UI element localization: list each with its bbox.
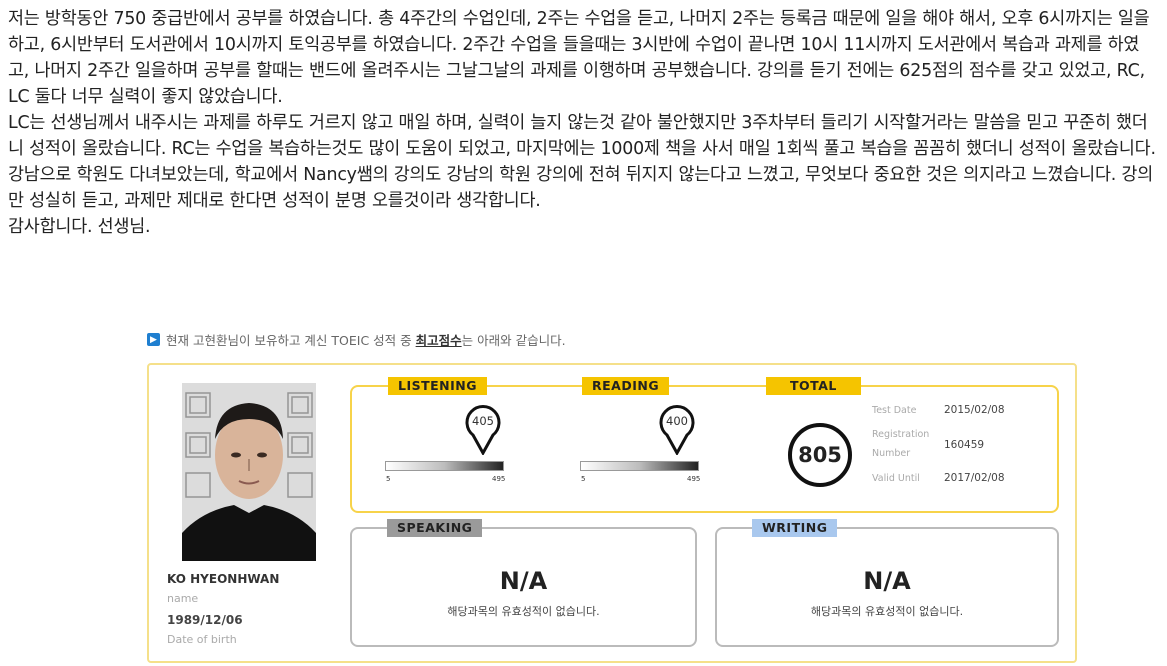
notice-suffix: 는 아래와 같습니다. <box>461 333 566 348</box>
writing-score: N/A <box>863 567 911 595</box>
paragraph: LC는 선생님께서 내주시는 과제를 하루도 거르지 않고 매일 하며, 실력이… <box>8 113 1156 211</box>
total-tag: TOTAL <box>766 377 861 395</box>
score-summary: LISTENING READING TOTAL 405 5 495 400 5 … <box>350 377 1059 513</box>
speaking-message: 해당과목의 유효성적이 없습니다. <box>447 605 600 618</box>
reading-tag: READING <box>582 377 670 395</box>
birth-date: 1989/12/06 <box>167 613 243 627</box>
test-date-label: Test Date <box>872 405 917 416</box>
name-label: name <box>167 592 199 605</box>
speaking-box: SPEAKING N/A 해당과목의 유효성적이 없습니다. <box>350 519 697 647</box>
reading-scale-bar <box>580 461 699 471</box>
writing-message: 해당과목의 유효성적이 없습니다. <box>810 605 964 618</box>
score-notice: ▶ 현재 고현환님이 보유하고 계신 TOEIC 성적 중 최고점수는 아래와 … <box>147 330 566 349</box>
paragraph: 저는 방학동안 750 중급반에서 공부를 하였습니다. 총 4주간의 수업인데… <box>8 9 1150 107</box>
listening-score-marker: 405 <box>463 403 503 457</box>
testimonial-text: 저는 방학동안 750 중급반에서 공부를 하였습니다. 총 4주간의 수업인데… <box>8 6 1160 240</box>
reading-score-marker: 400 <box>657 403 697 457</box>
listening-tag: LISTENING <box>388 377 488 395</box>
scale-max: 495 <box>687 475 701 483</box>
valid-until-label: Valid Until <box>872 473 920 484</box>
speaking-score: N/A <box>499 567 548 595</box>
paragraph: 감사합니다. 선생님. <box>8 217 151 237</box>
registration-number: 160459 <box>944 439 985 451</box>
notice-emphasis: 최고점수 <box>415 333 462 348</box>
toeic-score-card: KO HYEONHWAN name 1989/12/06 Date of bir… <box>147 363 1077 663</box>
listening-scale-bar <box>385 461 504 471</box>
notice-prefix: 현재 고현환님이 보유하고 계신 TOEIC 성적 중 <box>166 333 416 348</box>
speaking-tag: SPEAKING <box>387 519 483 537</box>
scale-max: 495 <box>492 475 506 483</box>
candidate-name: KO HYEONHWAN <box>167 572 280 586</box>
birth-label: Date of birth <box>167 633 237 646</box>
arrow-right-icon: ▶ <box>147 333 160 346</box>
scale-min: 5 <box>581 475 586 483</box>
registration-label-2: Number <box>872 448 911 459</box>
map-pin-icon <box>465 405 501 457</box>
writing-box: WRITING N/A 해당과목의 유효성적이 없습니다. <box>715 519 1059 647</box>
writing-tag: WRITING <box>752 519 838 537</box>
test-date: 2015/02/08 <box>944 404 1005 416</box>
total-score: 805 <box>788 423 852 487</box>
map-pin-icon <box>659 405 695 457</box>
profile-photo <box>182 383 316 561</box>
registration-label: Registration <box>872 429 930 440</box>
reading-score: 400 <box>666 414 688 428</box>
listening-score: 405 <box>472 414 494 428</box>
scale-min: 5 <box>386 475 391 483</box>
valid-until: 2017/02/08 <box>944 472 1005 484</box>
